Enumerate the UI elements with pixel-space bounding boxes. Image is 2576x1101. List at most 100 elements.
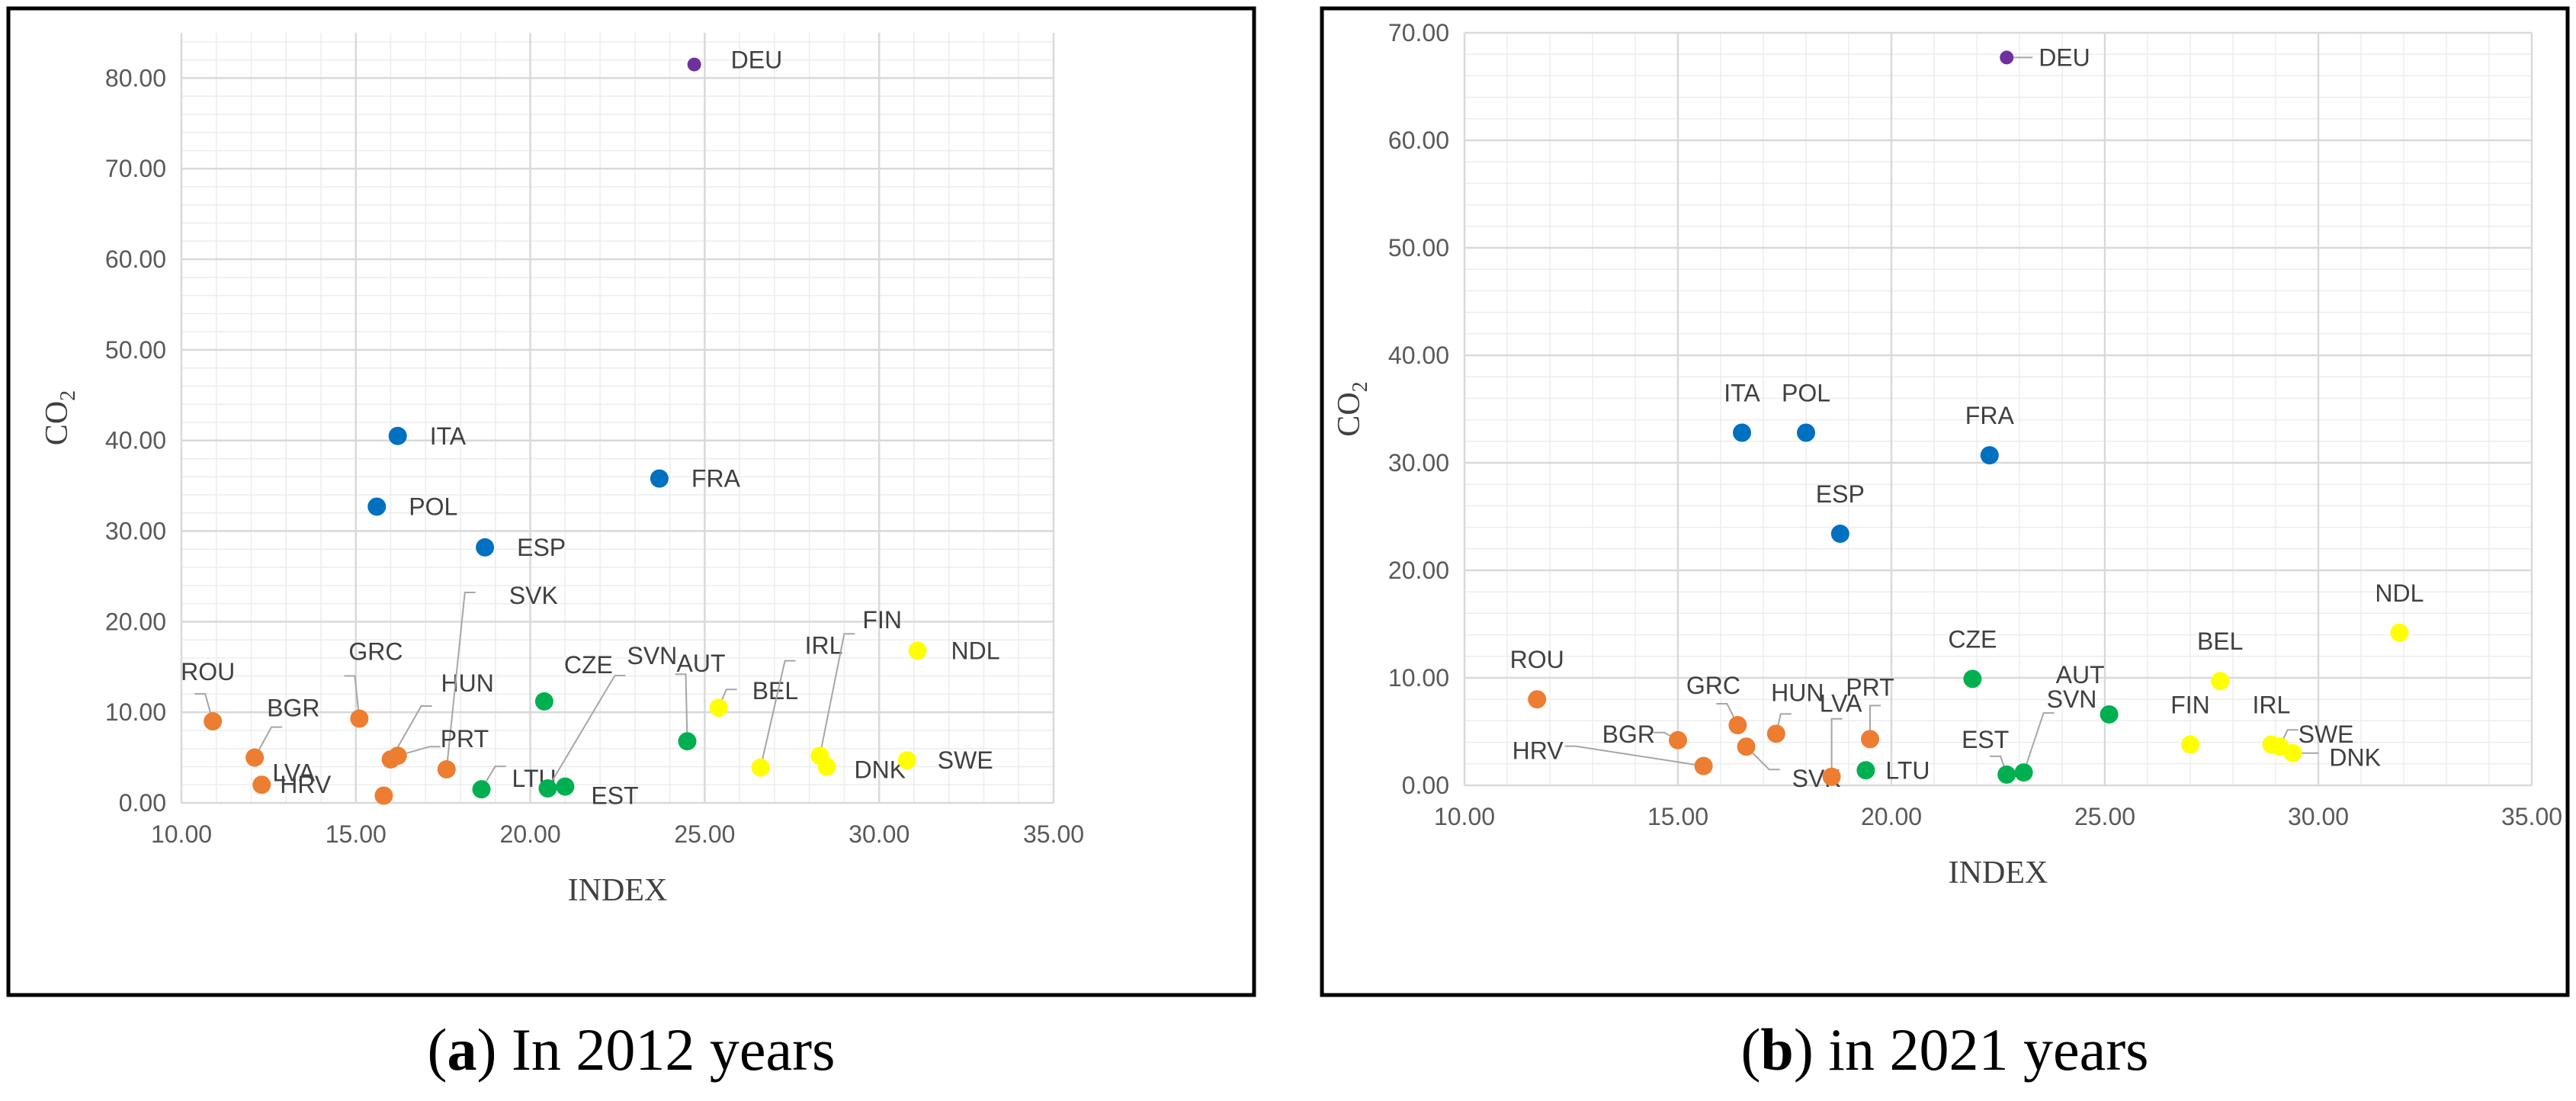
point-label-svn: SVN [2047,685,2097,713]
data-point-deu [687,57,701,72]
point-label-hun: HUN [1771,679,1824,706]
data-point-bgr [245,748,265,767]
data-point-deu [2000,50,2014,65]
leader-line [397,746,441,757]
data-point-svk [437,760,456,779]
x-tick-label: 30.00 [2288,803,2349,830]
x-axis-title: INDEX [568,873,668,908]
point-label-fra: FRA [691,465,741,493]
leader-line [1564,745,1704,767]
point-label-cze: CZE [564,651,613,679]
point-label-fra: FRA [1965,402,2015,429]
caption-text: in 2021 years [1828,1016,2149,1083]
y-axis-title: CO2 [40,390,80,445]
data-point-fra [650,469,669,488]
point-label-dnk: DNK [2329,744,2381,772]
y-tick-label: 40.00 [105,427,166,454]
leader-line [445,592,476,770]
point-label-lva: LVA [1820,690,1862,717]
x-tick-label: 35.00 [1023,820,1084,848]
data-point-bel [709,698,728,717]
data-point-bel [2211,672,2230,691]
point-label-ita: ITA [430,422,467,450]
point-label-est: EST [1962,726,2009,753]
point-label-swe: SWE [2299,721,2354,748]
point-label-bgr: BGR [1602,721,1655,748]
point-label-deu: DEU [731,47,783,74]
point-label-fin: FIN [2170,691,2210,718]
y-tick-label: 0.00 [119,789,166,817]
leader-line [759,660,796,768]
data-point-lva [374,786,393,805]
data-point-dnk [817,757,836,776]
point-label-hrv: HRV [1513,737,1564,765]
caption-letter: a [447,1016,477,1083]
point-label-lva: LVA [272,759,315,786]
caption-2021: (b) in 2021 years [1740,1016,2149,1083]
data-point-prt [1861,730,1879,749]
point-label-rou: ROU [181,658,235,685]
point-label-dnk: DNK [855,756,906,783]
data-point-ita [1733,423,1751,442]
point-label-grc: GRC [348,637,403,665]
y-axis-title: CO2 [1332,381,1372,436]
data-point-grc [350,709,369,728]
x-tick-label: 25.00 [2074,803,2135,830]
leader-line [194,693,214,722]
x-tick-label: 30.00 [849,820,909,848]
y-tick-label: 50.00 [105,336,166,364]
data-point-cze [1963,669,1982,689]
chart-panel-2021: 10.00 15.00 20.00 25.00 30.00 35.00 0.00 10.00 2… [1320,6,2570,997]
data-point-hrv [1694,756,1713,775]
data-point-ndl [908,641,927,660]
leader-line [2023,712,2055,773]
y-tick-label: 80.00 [105,64,166,91]
point-label-irl: IRL [805,632,843,660]
point-label-ndl: NDL [2375,579,2424,607]
leader-line [390,705,432,760]
point-label-aut: AUT [2056,661,2105,689]
y-tick-label: 20.00 [1388,557,1449,584]
point-label-esp: ESP [517,534,566,561]
chart-panel-2012: 10.00 15.00 20.00 25.00 30.00 35.00 0.00 10.00 2… [6,6,1256,997]
x-tick-label: 10.00 [151,820,212,848]
caption-text: In 2012 years [511,1016,836,1083]
x-tick-label: 15.00 [1647,803,1708,830]
point-label-bel: BEL [2197,628,2243,655]
point-label-est: EST [591,782,638,810]
leader-line [344,675,361,719]
x-axis-title: INDEX [1949,855,2048,891]
y-tick-label: 50.00 [1388,234,1449,262]
chart-2021: 10.00 15.00 20.00 25.00 30.00 35.00 0.00 10.00 2… [1320,6,2570,997]
data-point-pol [1797,423,1815,442]
point-label-esp: ESP [1816,480,1865,508]
data-point-svn [538,778,557,798]
y-tick-label: 70.00 [105,155,166,182]
data-point-est [1997,765,2016,784]
y-tick-label: 70.00 [1388,19,1449,47]
data-point-fra [1980,446,1999,465]
caption-2012: (a) In 2012 years [427,1016,836,1083]
point-label-deu: DEU [2039,43,2090,71]
leader-line [819,633,855,756]
leader-line [1745,746,1780,771]
point-label-ltu: LTU [1885,756,1930,784]
point-label-aut: AUT [677,650,726,677]
data-point-cze [534,692,553,711]
data-point-pol [367,497,387,516]
point-label-prt: PRT [1846,673,1894,701]
leader-line [675,673,688,742]
y-tick-label: 30.00 [1388,449,1449,477]
point-label-grc: GRC [1686,672,1740,699]
data-point-esp [1830,525,1849,544]
data-point-rou [204,712,223,731]
data-point-rou [1528,690,1547,709]
y-tick-label: 60.00 [105,246,166,273]
x-tick-label: 20.00 [500,820,561,848]
y-tick-label: 10.00 [105,698,166,726]
x-tick-label: 15.00 [326,820,387,848]
point-label-irl: IRL [2253,691,2291,718]
leader-line [1869,705,1881,740]
x-tick-label: 35.00 [2501,803,2562,830]
data-point-hun [1766,724,1785,743]
